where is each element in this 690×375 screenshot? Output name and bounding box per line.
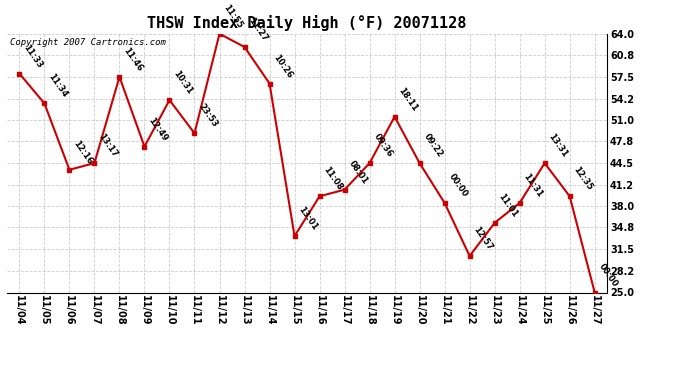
Text: 13:17: 13:17	[97, 132, 119, 159]
Text: 11:46: 11:46	[121, 46, 144, 73]
Text: 11:27: 11:27	[246, 16, 269, 43]
Text: 11:33: 11:33	[21, 43, 44, 70]
Text: 10:26: 10:26	[272, 53, 294, 80]
Text: 12:16: 12:16	[72, 139, 95, 166]
Text: 10:31: 10:31	[172, 69, 194, 96]
Title: THSW Index Daily High (°F) 20071128: THSW Index Daily High (°F) 20071128	[148, 15, 466, 31]
Text: 11:55: 11:55	[221, 3, 244, 30]
Text: 11:31: 11:31	[522, 172, 544, 199]
Text: 18:11: 18:11	[397, 86, 420, 113]
Text: 11:34: 11:34	[46, 72, 69, 99]
Text: 09:36: 09:36	[372, 132, 394, 159]
Text: 13:31: 13:31	[546, 132, 569, 159]
Text: 11:08: 11:08	[322, 165, 344, 192]
Text: 13:01: 13:01	[297, 205, 319, 232]
Text: 23:53: 23:53	[197, 102, 219, 129]
Text: Copyright 2007 Cartronics.com: Copyright 2007 Cartronics.com	[10, 38, 166, 46]
Text: 11:01: 11:01	[497, 192, 520, 219]
Text: 08:01: 08:01	[346, 159, 369, 186]
Text: 00:00: 00:00	[446, 172, 469, 199]
Text: 12:35: 12:35	[572, 165, 594, 192]
Text: 12:49: 12:49	[146, 116, 169, 142]
Text: 12:57: 12:57	[472, 225, 494, 252]
Text: 09:22: 09:22	[422, 132, 444, 159]
Text: 00:00: 00:00	[597, 262, 619, 289]
